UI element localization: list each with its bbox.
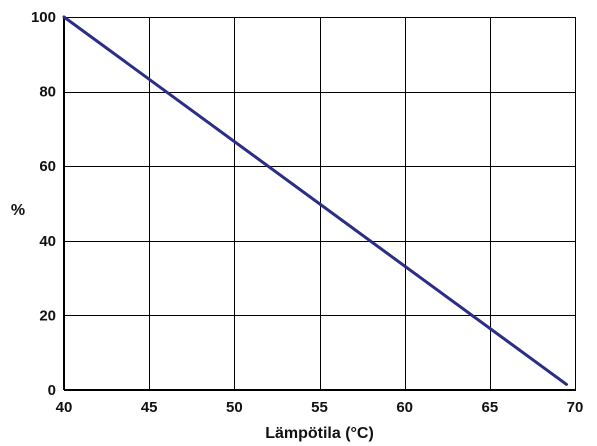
y-tick-label: 100 bbox=[31, 9, 56, 26]
y-tick-label: 20 bbox=[39, 307, 56, 324]
y-tick-label: 0 bbox=[48, 382, 56, 399]
x-tick-label: 60 bbox=[396, 399, 413, 416]
y-tick-label: 80 bbox=[39, 84, 56, 101]
grid-layer bbox=[64, 17, 575, 390]
y-tick-label: 60 bbox=[39, 158, 56, 175]
x-tick-label: 70 bbox=[567, 399, 584, 416]
x-tick-label: 55 bbox=[311, 399, 328, 416]
x-tick-label: 50 bbox=[226, 399, 243, 416]
x-tick-label: 65 bbox=[481, 399, 498, 416]
series-line bbox=[62, 15, 568, 386]
y-axis-label: % bbox=[11, 202, 25, 219]
y-tick-label: 40 bbox=[39, 233, 56, 250]
x-axis-label: Lämpötila (°C) bbox=[265, 425, 374, 442]
x-tick-label: 45 bbox=[141, 399, 158, 416]
tick-label-layer: 40 45 50 55 60 65 70 0 20 40 60 80 100 bbox=[31, 9, 583, 416]
plot-frame-layer bbox=[63, 17, 576, 391]
series-layer bbox=[62, 15, 568, 386]
x-tick-label: 40 bbox=[56, 399, 73, 416]
